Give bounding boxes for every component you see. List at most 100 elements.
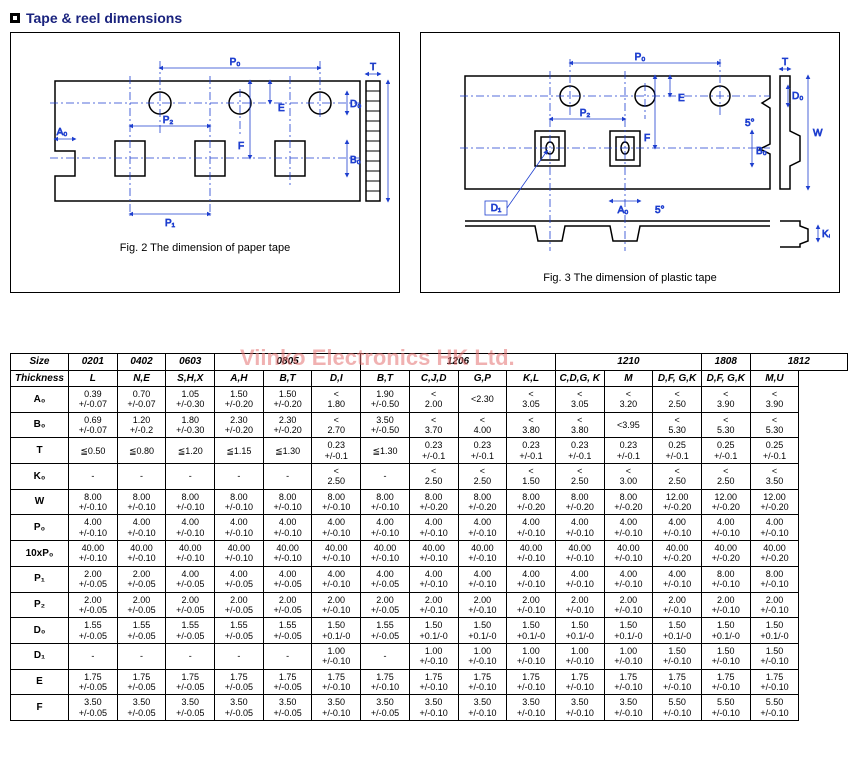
size-col: 0201 xyxy=(69,354,118,371)
row-header: T xyxy=(11,438,69,464)
cell: 1.50+/-0.10 xyxy=(750,643,799,669)
cell: 2.00+/-0.10 xyxy=(507,592,556,618)
cell: 4.00+/-0.10 xyxy=(750,515,799,541)
cell: <2.70 xyxy=(312,412,361,438)
cell: 1.50+0.1/-0 xyxy=(312,618,361,644)
size-col: 0402 xyxy=(117,354,166,371)
cell: 40.00+/-0.10 xyxy=(166,541,215,567)
cell: 4.00+/-0.05 xyxy=(166,566,215,592)
thickness-col: N,E xyxy=(117,370,166,387)
table-row: D₁-----1.00+/-0.10-1.00+/-0.101.00+/-0.1… xyxy=(11,643,848,669)
table-row: P₂2.00+/-0.052.00+/-0.052.00+/-0.052.00+… xyxy=(11,592,848,618)
cell: 40.00+/-0.10 xyxy=(604,541,653,567)
cell: 1.55+/-0.05 xyxy=(69,618,118,644)
cell: 1.75+/-0.10 xyxy=(653,669,702,695)
thickness-col: B,T xyxy=(263,370,312,387)
cell: 40.00+/-0.10 xyxy=(215,541,264,567)
cell: 1.75+/-0.10 xyxy=(701,669,750,695)
row-header: W xyxy=(11,489,69,515)
paper-tape-diagram: P₀ P₂ P₁ A₀ E F W T xyxy=(20,41,390,236)
size-header: Size xyxy=(11,354,69,371)
cell: 2.00+/-0.10 xyxy=(750,592,799,618)
cell: 3.50+/-0.05 xyxy=(117,695,166,721)
table-row: P₁2.00+/-0.052.00+/-0.054.00+/-0.054.00+… xyxy=(11,566,848,592)
cell: 1.75+/-0.10 xyxy=(409,669,458,695)
cell: 2.00+/-0.05 xyxy=(117,566,166,592)
cell: 8.00+/-0.10 xyxy=(750,566,799,592)
cell: 40.00+/-0.20 xyxy=(750,541,799,567)
cell: 5.50+/-0.10 xyxy=(750,695,799,721)
cell: 0.23+/-0.1 xyxy=(458,438,507,464)
cell: 4.00+/-0.10 xyxy=(604,515,653,541)
cell: 1.80+/-0.30 xyxy=(166,412,215,438)
cell: 0.23+/-0.1 xyxy=(555,438,604,464)
svg-text:D₁: D₁ xyxy=(491,203,502,214)
table-row: P₀4.00+/-0.104.00+/-0.104.00+/-0.104.00+… xyxy=(11,515,848,541)
cell: 40.00+/-0.20 xyxy=(701,541,750,567)
cell: 4.00+/-0.10 xyxy=(507,515,556,541)
svg-text:T: T xyxy=(782,57,788,68)
cell: 40.00+/-0.10 xyxy=(458,541,507,567)
table-body: A₀0.39+/-0.070.70+/-0.071.05+/-0.301.50+… xyxy=(11,387,848,721)
svg-text:E: E xyxy=(678,93,685,104)
cell: 3.50+/-0.10 xyxy=(604,695,653,721)
cell: 1.75+/-0.05 xyxy=(117,669,166,695)
cell: 2.00+/-0.10 xyxy=(409,592,458,618)
cell: 12.00+/-0.20 xyxy=(653,489,702,515)
table-row: D₀1.55+/-0.051.55+/-0.051.55+/-0.051.55+… xyxy=(11,618,848,644)
cell: 4.00+/-0.10 xyxy=(458,515,507,541)
size-col: 0805 xyxy=(215,354,361,371)
row-header: 10xP₀ xyxy=(11,541,69,567)
cell: 8.00+/-0.10 xyxy=(69,489,118,515)
cell: 40.00+/-0.10 xyxy=(507,541,556,567)
cell: <2.50 xyxy=(458,464,507,490)
cell: 1.75+/-0.05 xyxy=(263,669,312,695)
cell: 1.00+/-0.10 xyxy=(312,643,361,669)
cell: 2.00+/-0.10 xyxy=(604,592,653,618)
cell: - xyxy=(215,464,264,490)
row-header: D₁ xyxy=(11,643,69,669)
size-col: 1812 xyxy=(750,354,847,371)
cell: 3.50+/-0.05 xyxy=(215,695,264,721)
cell: 2.00+/-0.05 xyxy=(263,592,312,618)
figure-2: P₀ P₂ P₁ A₀ E F W T xyxy=(10,32,400,293)
cell: 40.00+/-0.10 xyxy=(409,541,458,567)
thickness-col: B,T xyxy=(361,370,410,387)
cell: 1.75+/-0.10 xyxy=(361,669,410,695)
cell: 0.23+/-0.1 xyxy=(312,438,361,464)
cell: ≦1.30 xyxy=(361,438,410,464)
row-header: P₂ xyxy=(11,592,69,618)
cell: 0.23+/-0.1 xyxy=(507,438,556,464)
cell: - xyxy=(69,464,118,490)
table-row: K₀-----<2.50-<2.50<2.50<1.50<2.50<3.00<2… xyxy=(11,464,848,490)
row-header: K₀ xyxy=(11,464,69,490)
cell: 2.30+/-0.20 xyxy=(263,412,312,438)
cell: 2.00+/-0.05 xyxy=(69,566,118,592)
cell: 1.00+/-0.10 xyxy=(555,643,604,669)
thickness-col: M xyxy=(604,370,653,387)
svg-text:B₀: B₀ xyxy=(350,155,361,166)
cell: 0.39+/-0.07 xyxy=(69,387,118,413)
cell: 0.25+/-0.1 xyxy=(701,438,750,464)
table-row: F3.50+/-0.053.50+/-0.053.50+/-0.053.50+/… xyxy=(11,695,848,721)
thickness-col: G,P xyxy=(458,370,507,387)
cell: 1.90+/-0.50 xyxy=(361,387,410,413)
cell: 2.00+/-0.10 xyxy=(458,592,507,618)
cell: 1.00+/-0.10 xyxy=(604,643,653,669)
cell: 4.00+/-0.10 xyxy=(312,566,361,592)
title-text: Tape & reel dimensions xyxy=(26,10,182,26)
cell: 2.00+/-0.05 xyxy=(215,592,264,618)
cell: 1.00+/-0.10 xyxy=(458,643,507,669)
cell: 3.50+/-0.10 xyxy=(312,695,361,721)
thickness-col: D,I xyxy=(312,370,361,387)
cell: 4.00+/-0.05 xyxy=(361,566,410,592)
thickness-header: Thickness xyxy=(11,370,69,387)
cell: <3.80 xyxy=(555,412,604,438)
cell: 1.75+/-0.05 xyxy=(166,669,215,695)
cell: 1.55+/-0.05 xyxy=(215,618,264,644)
cell: ≦0.50 xyxy=(69,438,118,464)
cell: 2.00+/-0.10 xyxy=(312,592,361,618)
cell: 8.00+/-0.10 xyxy=(263,489,312,515)
svg-text:B₀: B₀ xyxy=(756,146,767,157)
thickness-col: D,F, G,K xyxy=(653,370,702,387)
